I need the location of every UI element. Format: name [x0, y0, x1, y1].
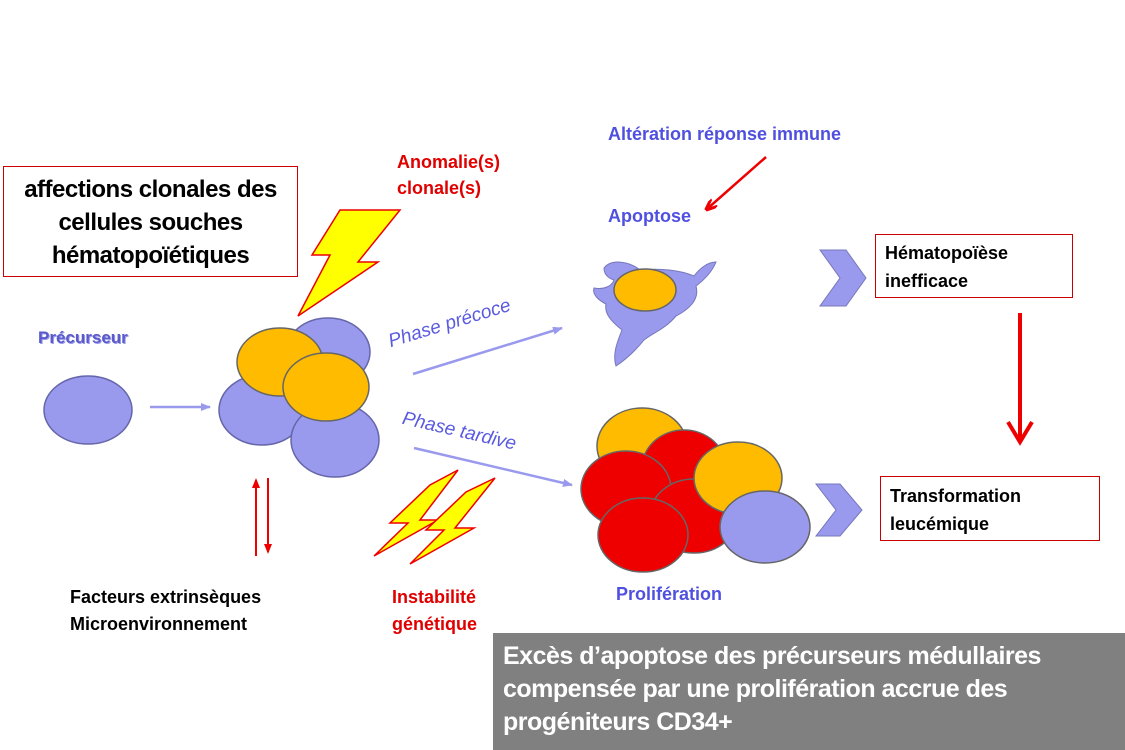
lightning-anomaly-icon	[297, 209, 402, 317]
clonal-cluster	[218, 317, 380, 478]
title-line-1: affections clonales des	[24, 176, 277, 203]
arrow-down-icon	[1006, 313, 1034, 446]
summary-line-1: Excès d’apoptose des précurseurs médulla…	[503, 642, 1041, 670]
label-anomalies-line-1: Anomalie(s)	[397, 152, 501, 172]
title-line-3: hématopoïétiques	[51, 242, 250, 269]
label-precurseur: Précurseur	[38, 328, 128, 347]
label-instabilite: Instabilité génétique	[392, 584, 477, 638]
label-anomalies-line-2: clonale(s)	[397, 178, 482, 198]
label-apoptose: Apoptose	[608, 206, 691, 226]
box-hematopoiese-line-1: Hématopoïèse	[885, 243, 1009, 263]
summary-panel: Excès d’apoptose des précurseurs médulla…	[493, 633, 1125, 750]
lightning-instability-icon-2	[409, 477, 496, 565]
arrow-phase-tardive	[413, 446, 573, 487]
label-instabilite-line-2: génétique	[392, 614, 478, 634]
label-instabilite-line-1: Instabilité	[392, 587, 477, 607]
arrow-alteration-to-apoptose	[707, 156, 767, 209]
arrow-phase-precoce	[412, 326, 563, 376]
summary-line-2: compensée par une prolifération accrue d…	[503, 675, 1008, 703]
box-transformation-leucemique: Transformation leucémique	[880, 476, 1100, 541]
bidirectional-arrow-icon	[252, 478, 272, 556]
box-transformation-line-2: leucémique	[890, 514, 990, 534]
summary-line-3: progéniteurs CD34+	[503, 708, 733, 736]
box-hematopoiese-inefficace: Hématopoïèse inefficace	[875, 234, 1073, 298]
label-facteurs-line-1: Facteurs extrinsèques	[70, 587, 262, 607]
lightning-instability-icon-1	[373, 469, 459, 557]
title-box: affections clonales des cellules souches…	[3, 166, 298, 277]
box-transformation-line-1: Transformation	[890, 486, 1022, 506]
precursor-cell	[43, 375, 133, 445]
box-hematopoiese-line-2: inefficace	[885, 271, 969, 291]
label-alteration: Altération réponse immune	[608, 124, 842, 144]
chevron-right-icon-bottom	[814, 483, 863, 537]
label-facteurs-line-2: Microenvironnement	[70, 614, 248, 634]
proliferation-cluster	[580, 407, 811, 573]
title-line-2: cellules souches	[58, 209, 243, 236]
chevron-right-icon-top	[819, 249, 867, 307]
label-facteurs: Facteurs extrinsèques Microenvironnement	[70, 584, 261, 638]
label-proliferation: Prolifération	[616, 584, 723, 604]
label-anomalies: Anomalie(s) clonale(s)	[397, 149, 500, 201]
apoptotic-cell	[593, 261, 717, 367]
